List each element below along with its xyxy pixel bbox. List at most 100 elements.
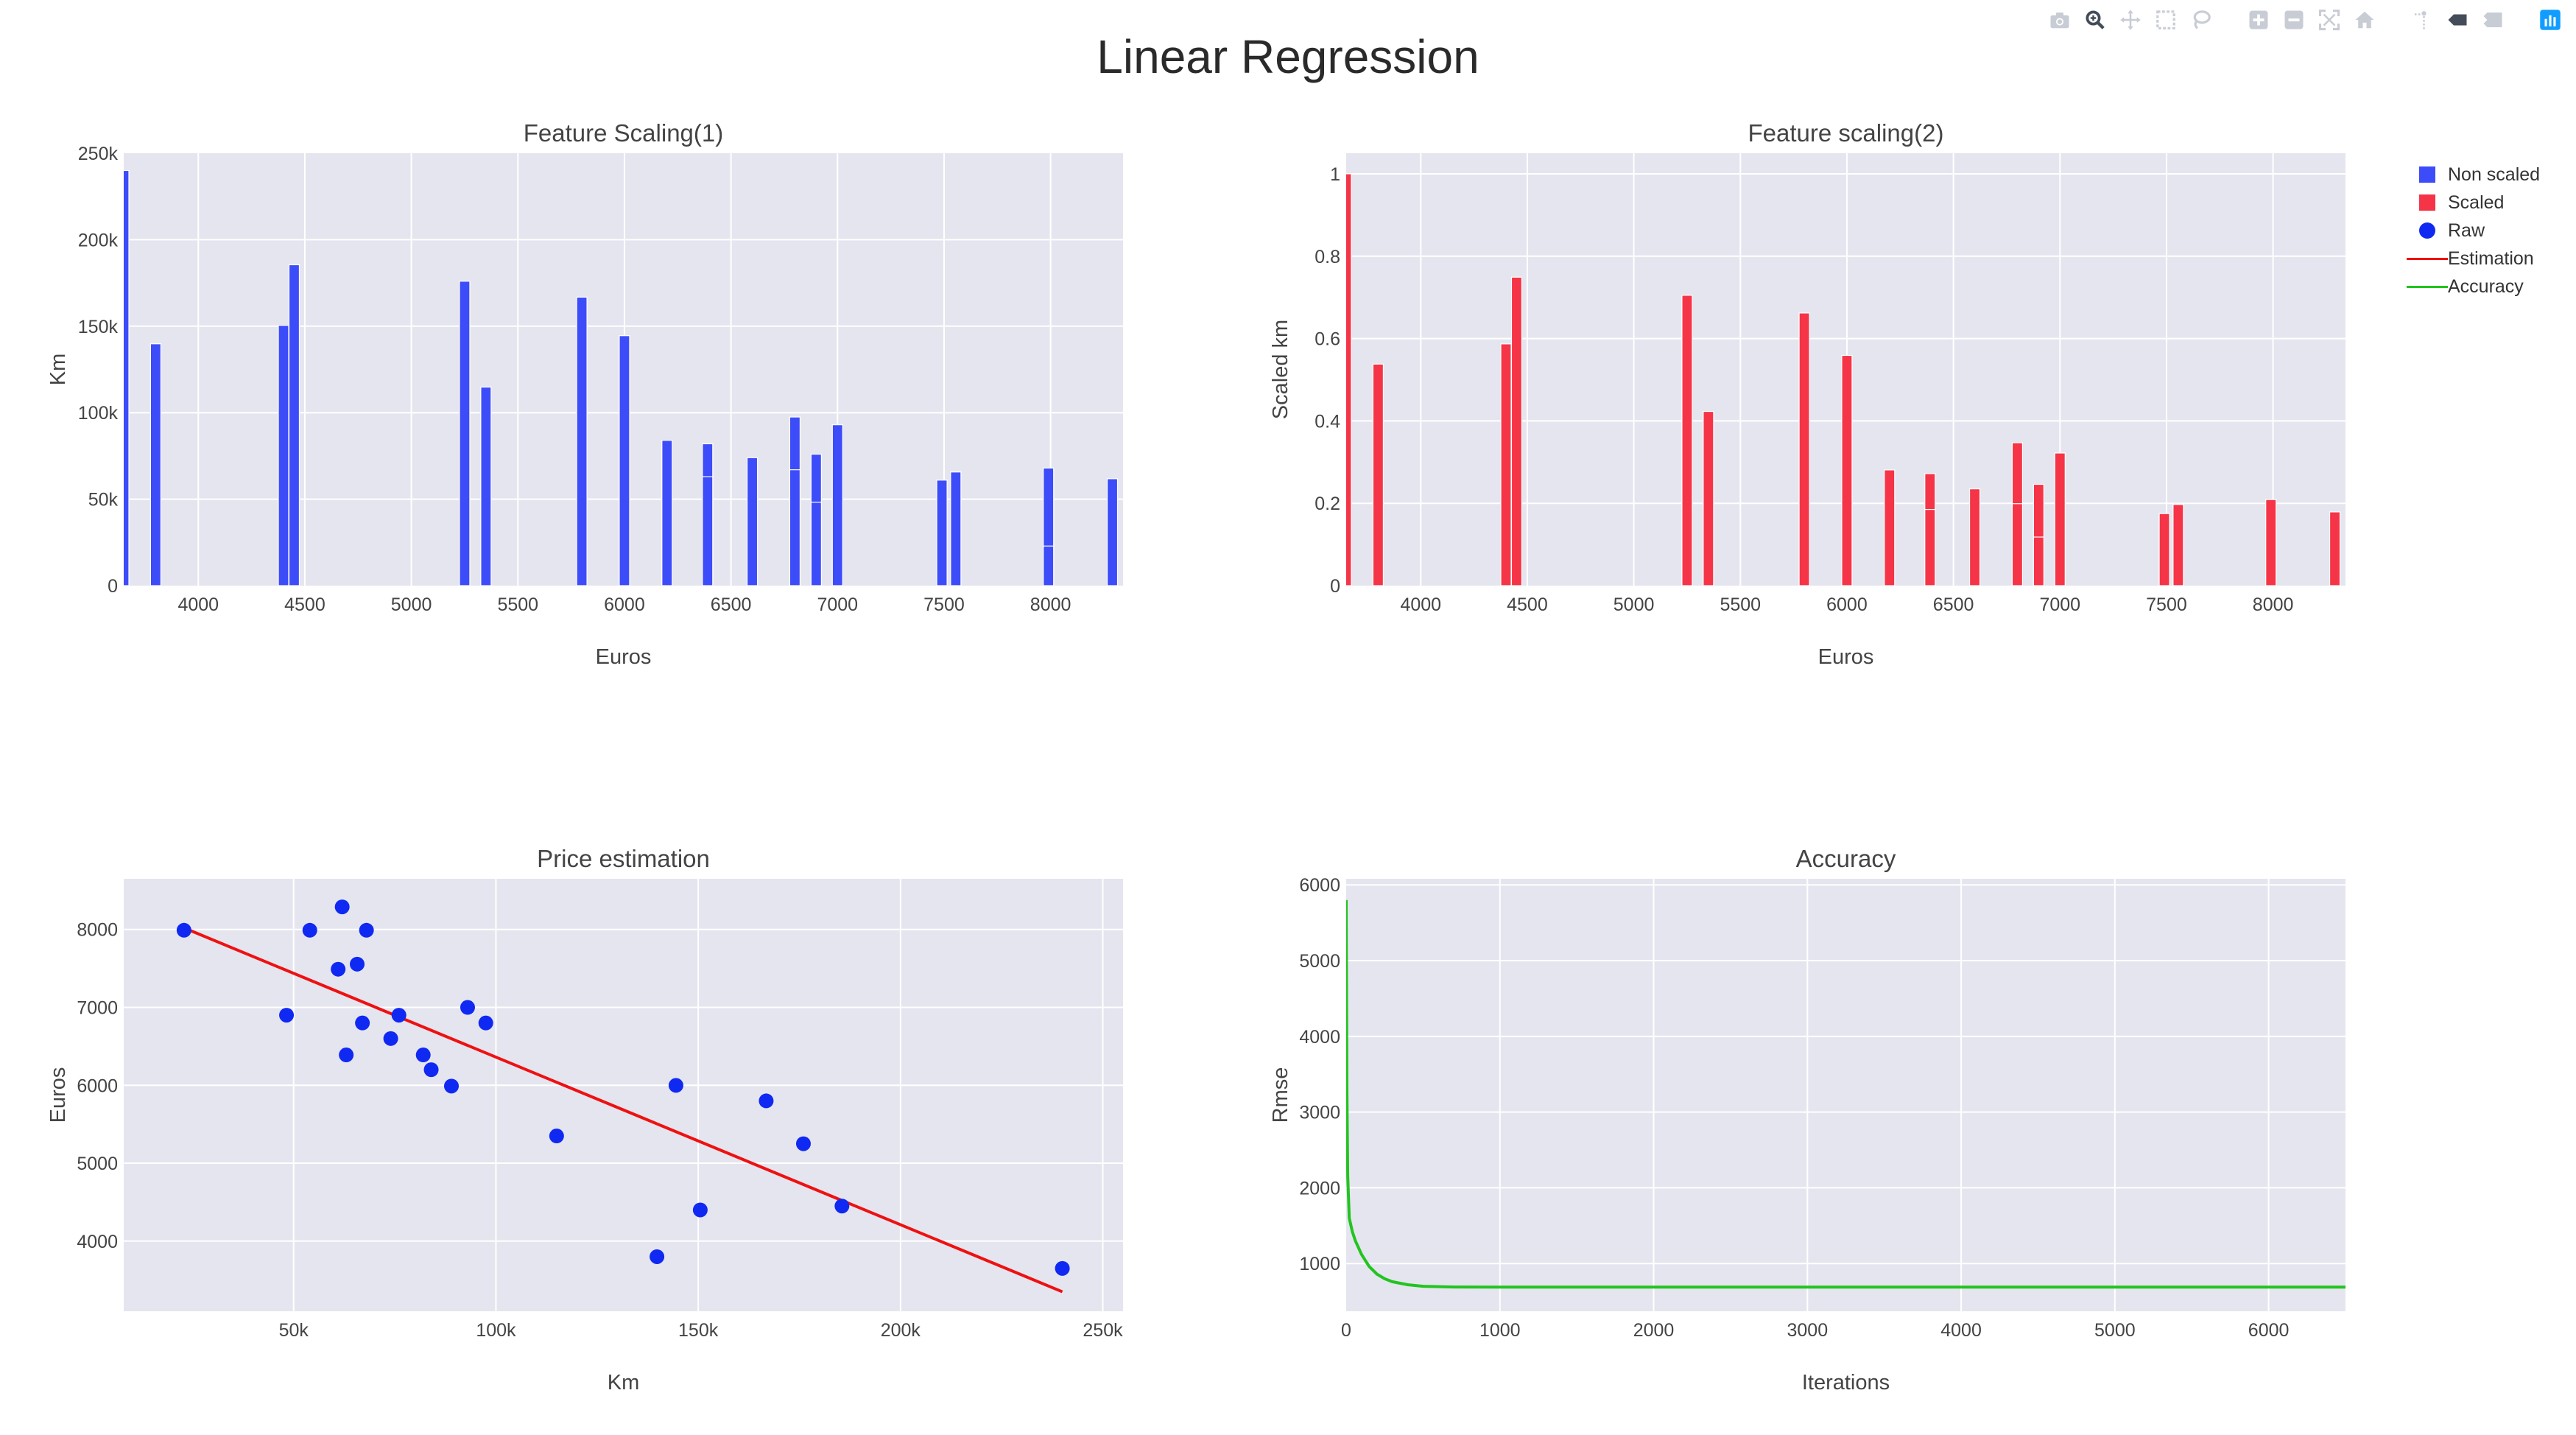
chart-1-bar[interactable] [831, 424, 843, 586]
chart-3-point[interactable] [176, 922, 191, 938]
chart-2-bar[interactable] [2265, 499, 2277, 586]
legend-item-raw[interactable]: Raw [2407, 217, 2540, 245]
chart-3-point[interactable] [668, 1078, 683, 1093]
zoom-icon[interactable] [2083, 7, 2108, 32]
chart-2-bar[interactable] [2033, 536, 2044, 586]
chart-1-x-tick-label: 6500 [711, 594, 752, 615]
chart-2-bar[interactable] [2054, 452, 2066, 586]
chart-2-x-axis-title: Euros [1818, 645, 1874, 669]
chart-1-bar[interactable] [1043, 545, 1055, 586]
legend-item-estimation[interactable]: Estimation [2407, 245, 2540, 273]
chart-2-bar[interactable] [1500, 343, 1512, 586]
chart-4-x-tick-label: 4000 [1940, 1320, 1982, 1341]
chart-1-bar[interactable] [480, 386, 492, 586]
chart-3-point[interactable] [692, 1202, 708, 1218]
chart-1-bar[interactable] [288, 264, 300, 586]
chart-2-y-tick-label: 0.8 [1315, 247, 1340, 267]
chart-3-point[interactable] [349, 956, 365, 972]
chart-1-bar[interactable] [936, 480, 948, 586]
chart-2-x-tick-label: 5000 [1613, 594, 1655, 615]
chart-3-point[interactable] [478, 1015, 493, 1031]
chart-1-bar[interactable] [661, 440, 673, 586]
hover-closest-icon[interactable] [2445, 7, 2470, 32]
chart-4-x-tick-label: 2000 [1633, 1320, 1675, 1341]
chart-1-bar[interactable] [702, 476, 714, 586]
chart-3-point[interactable] [383, 1031, 398, 1046]
chart-3-point[interactable] [460, 1000, 475, 1015]
zoom-in-icon[interactable] [2246, 7, 2271, 32]
chart-2-bar[interactable] [1510, 276, 1523, 586]
chart-2-bar[interactable] [2329, 511, 2341, 586]
chart-4-x-tick-label: 3000 [1787, 1320, 1828, 1341]
chart-2-bar[interactable] [1341, 173, 1352, 586]
zoom-out-icon[interactable] [2281, 7, 2306, 32]
chart-3-point[interactable] [279, 1008, 295, 1023]
chart-2-bar[interactable] [1372, 363, 1384, 586]
chart-4-accuracy-line[interactable] [1346, 899, 2346, 1289]
chart-3-point[interactable] [759, 1093, 774, 1109]
chart-1-bar[interactable] [1106, 478, 1119, 586]
chart-1-marks [119, 169, 1119, 586]
autoscale-icon[interactable] [2317, 7, 2342, 32]
chart-3-point[interactable] [359, 922, 374, 938]
chart-3-point[interactable] [355, 1015, 370, 1031]
chart-2-bar[interactable] [2158, 513, 2170, 586]
chart-2-x-tick-label: 8000 [2253, 594, 2294, 615]
legend-item-non-scaled[interactable]: Non scaled [2407, 161, 2540, 189]
legend-symbol-scaled [2419, 194, 2435, 211]
spike-lines-icon[interactable] [2410, 7, 2435, 32]
chart-1-y-tick-label: 250k [78, 144, 119, 164]
chart-3-point[interactable] [302, 922, 317, 938]
chart-3-point[interactable] [444, 1078, 460, 1094]
camera-icon[interactable] [2047, 7, 2072, 32]
chart-1-x-tick-label: 4000 [177, 594, 219, 615]
chart-3-plot-area[interactable] [124, 879, 1123, 1311]
hover-compare-icon[interactable] [2480, 7, 2505, 32]
chart-3-point[interactable] [795, 1136, 811, 1151]
chart-2-x-tick-label: 4000 [1400, 594, 1441, 615]
chart-1-bar[interactable] [746, 457, 759, 586]
plotly-logo-icon[interactable] [2538, 7, 2563, 32]
chart-1-bar[interactable] [789, 469, 801, 586]
chart-1-bar[interactable] [278, 325, 289, 586]
chart-2-bar[interactable] [2011, 503, 2024, 586]
legend-item-scaled[interactable]: Scaled [2407, 189, 2540, 217]
chart-4-plot-area[interactable] [1346, 879, 2346, 1311]
reset-axes-icon[interactable] [2352, 7, 2377, 32]
chart-3-point[interactable] [834, 1199, 850, 1214]
chart-2-bar[interactable] [1968, 488, 1981, 586]
lasso-select-icon[interactable] [2189, 7, 2214, 32]
chart-1-bar[interactable] [810, 502, 822, 586]
box-select-icon[interactable] [2153, 7, 2178, 32]
chart-1-bar[interactable] [459, 281, 471, 586]
chart-2-bar[interactable] [1703, 410, 1714, 586]
chart-1-bar[interactable] [619, 335, 630, 586]
legend-label-scaled: Scaled [2448, 192, 2505, 213]
chart-3-point[interactable] [650, 1249, 665, 1264]
chart-3-point[interactable] [334, 899, 350, 915]
chart-1-bar[interactable] [950, 471, 962, 586]
chart-1-bar[interactable] [149, 343, 162, 586]
chart-2-bar[interactable] [1798, 312, 1810, 586]
chart-3-point[interactable] [331, 961, 346, 977]
chart-3-point[interactable] [423, 1062, 439, 1078]
chart-1-bar[interactable] [576, 296, 588, 586]
chart-2-y-tick-label: 0.4 [1315, 411, 1340, 432]
chart-1-bar[interactable] [119, 169, 130, 586]
chart-1-title: Feature Scaling(1) [524, 119, 723, 147]
chart-2-bar[interactable] [1924, 508, 1936, 586]
chart-3-point[interactable] [339, 1048, 354, 1063]
chart-2-bar[interactable] [1681, 295, 1693, 586]
pan-icon[interactable] [2118, 7, 2143, 32]
chart-2-x-tick-label: 7000 [2039, 594, 2080, 615]
chart-2-bar[interactable] [2172, 504, 2184, 586]
chart-3-point[interactable] [391, 1008, 407, 1023]
legend-item-accuracy[interactable]: Accuracy [2407, 273, 2540, 301]
chart-2-bar[interactable] [1841, 354, 1853, 586]
chart-3-estimation-line[interactable] [183, 926, 1063, 1294]
chart-3-point[interactable] [415, 1048, 431, 1063]
chart-3-point[interactable] [549, 1129, 564, 1144]
chart-4-y-tick-label: 4000 [1299, 1027, 1340, 1048]
chart-2-bar[interactable] [1884, 469, 1896, 586]
chart-3-point[interactable] [1055, 1260, 1070, 1276]
